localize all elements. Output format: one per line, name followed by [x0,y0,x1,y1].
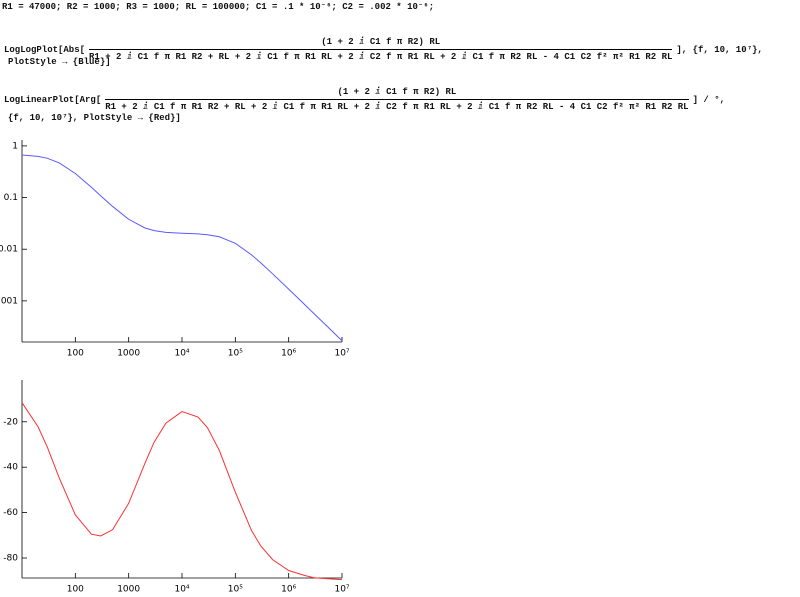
denominator: R1 + 2 ⅈ C1 f π R1 R2 + RL + 2 ⅈ C1 f π … [89,49,673,62]
code-text: ] / °, [692,94,725,105]
x-tick-label: 10⁶ [281,585,296,595]
fraction: (1 + 2 ⅈ C1 f π R2) RL R1 + 2 ⅈ C1 f π R… [89,37,673,62]
y-tick-label: 0.1 [4,193,18,203]
code-line: {f, 10, 10⁷}, PlotStyle → {Red}] [8,113,181,123]
numerator: (1 + 2 ⅈ C1 f π R2) RL [337,87,457,97]
y-tick-label: 0.01 [0,245,18,255]
code-row: LogLogPlot[Abs[ (1 + 2 ⅈ C1 f π R2) RL R… [4,37,763,62]
denominator: R1 + 2 ⅈ C1 f π R1 R2 + RL + 2 ⅈ C1 f π … [105,99,689,112]
code-row: LogLinearPlot[Arg[ (1 + 2 ⅈ C1 f π R2) R… [4,87,725,112]
x-tick-label: 10⁷ [334,349,349,359]
x-tick-label: 100 [67,585,84,595]
x-tick-label: 1000 [117,349,140,359]
code-line: R1 = 47000; R2 = 1000; R3 = 1000; RL = 1… [2,2,435,12]
x-tick-label: 10⁵ [228,349,243,359]
y-tick-label: -80 [3,554,18,564]
y-tick-label: -40 [3,463,18,473]
x-tick-label: 1000 [117,585,140,595]
x-tick-label: 10⁶ [281,349,296,359]
data-line [21,402,343,581]
x-tick-label: 10⁵ [228,585,243,595]
y-tick-label: 0.001 [0,296,18,306]
x-tick-label: 100 [67,349,84,359]
code-line: PlotStyle → {Blue}] [8,57,111,67]
code-text: ], {f, 10, 10⁷}, [676,44,763,55]
code-cell: R1 = 47000; R2 = 1000; R3 = 1000; RL = 1… [0,0,763,123]
y-tick-label: -60 [3,508,18,518]
x-tick-label: 10⁴ [174,349,189,359]
fraction: (1 + 2 ⅈ C1 f π R2) RL R1 + 2 ⅈ C1 f π R… [105,87,689,112]
x-tick-label: 10⁴ [174,585,189,595]
y-tick-label: -20 [3,417,18,427]
x-tick-label: 10⁷ [334,585,349,595]
data-line [21,154,343,342]
numerator: (1 + 2 ⅈ C1 f π R2) RL [321,37,441,47]
y-tick-label: 1 [12,141,18,151]
code-text: LogLinearPlot[Arg[ [4,94,102,105]
code-text: LogLogPlot[Abs[ [4,44,86,55]
